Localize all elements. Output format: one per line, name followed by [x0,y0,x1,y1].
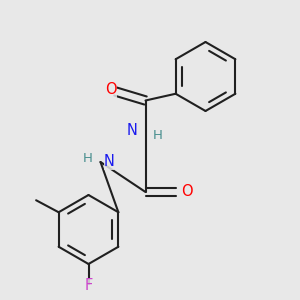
Text: O: O [105,82,117,98]
Text: N: N [103,154,114,169]
Text: H: H [83,152,93,166]
Text: O: O [182,184,193,200]
Text: N: N [127,123,138,138]
Text: F: F [84,278,93,293]
Text: H: H [153,129,163,142]
